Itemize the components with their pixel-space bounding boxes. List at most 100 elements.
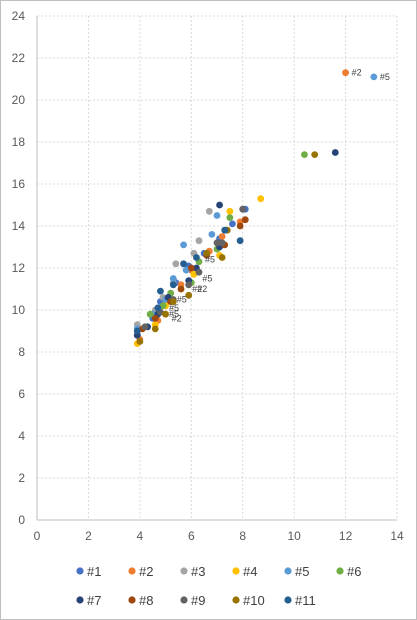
legend-item: #11 [284, 593, 316, 608]
data-point-series-8 [241, 216, 249, 224]
data-point-series-11 [193, 254, 200, 261]
data-point-series-8 [187, 264, 195, 272]
data-point-series-10 [311, 151, 319, 159]
y-tick-label: 12 [12, 261, 26, 275]
legend-item: #5 [284, 564, 309, 579]
data-point-series-7 [331, 149, 339, 156]
data-point-series-9 [185, 281, 193, 289]
point-label: #2 [192, 284, 202, 294]
data-point-series-3 [195, 237, 203, 245]
data-point-series-6 [301, 151, 308, 159]
data-point-series-2 [342, 69, 349, 77]
point-label: #5 [169, 303, 179, 313]
legend-marker [284, 596, 292, 604]
point-labels: #2 #5#5#5#2#2#5#5#5#2 [169, 68, 390, 324]
legend-item: #8 [128, 593, 153, 608]
legend-item: #2 [128, 564, 153, 579]
legend-marker [284, 567, 292, 575]
legend-label: #8 [139, 593, 153, 608]
y-tick-label: 24 [12, 9, 26, 23]
legend-label: #2 [139, 564, 153, 579]
legend-marker [180, 567, 188, 575]
legend-item: #10 [232, 593, 265, 608]
point-label: #5 [205, 255, 215, 265]
data-point-series-5 [169, 275, 177, 282]
legend-marker [336, 567, 344, 575]
legend-marker [128, 567, 136, 575]
x-tick-label: 10 [287, 529, 301, 543]
y-tick-label: 2 [18, 471, 25, 485]
legend-item: #1 [76, 564, 101, 579]
data-point-series-4 [190, 270, 198, 278]
legend-marker [180, 596, 188, 604]
y-tick-label: 20 [12, 93, 26, 107]
x-tick-label: 0 [34, 529, 41, 543]
data-point-series-10 [169, 298, 177, 305]
legend-label: #7 [87, 593, 101, 608]
y-tick-label: 14 [12, 219, 26, 233]
data-point-series-6 [146, 310, 154, 318]
data-point-series-1 [229, 220, 236, 228]
legend-marker [76, 567, 84, 575]
data-point-series-10 [162, 310, 169, 318]
legend-item: #9 [180, 593, 205, 608]
y-tick-label: 0 [18, 513, 25, 527]
point-label: #5 [202, 274, 212, 284]
legend-marker [128, 596, 136, 604]
point-label: #5 [380, 72, 390, 82]
data-point-series-6 [159, 302, 167, 310]
y-tick-label: 8 [18, 345, 25, 359]
data-point-series-5 [208, 231, 216, 238]
x-tick-label: 12 [339, 529, 353, 543]
legend-item: #3 [180, 564, 205, 579]
data-point-series-10 [151, 325, 159, 333]
data-point-series-11 [133, 327, 141, 335]
data-point-series-9 [141, 323, 149, 331]
data-point-series-3 [172, 260, 180, 268]
legend-label: #6 [347, 564, 361, 579]
data-point-series-4 [257, 195, 265, 203]
x-tick-label: 6 [188, 529, 195, 543]
legend-label: #11 [295, 593, 316, 608]
data-point-series-9 [213, 239, 221, 247]
legend-label: #9 [191, 593, 205, 608]
x-tick-label: 4 [137, 529, 144, 543]
data-point-series-5 [180, 241, 187, 249]
legend-marker [76, 596, 84, 604]
data-point-series-10 [218, 254, 226, 261]
y-tick-label: 6 [18, 387, 25, 401]
point-label: #5 [177, 295, 187, 305]
legend-item: #7 [76, 593, 101, 608]
legend-marker [232, 567, 240, 575]
x-tick-label: 14 [390, 529, 404, 543]
data-point-series-11 [236, 237, 244, 245]
y-tick-label: 10 [12, 303, 26, 317]
data-point-series-10 [136, 338, 144, 345]
data-point-series-5 [213, 212, 221, 219]
legend-label: #4 [243, 564, 257, 579]
y-tick-label: 16 [12, 177, 26, 191]
legend-item: #6 [336, 564, 361, 579]
gridlines [36, 15, 398, 521]
legend-label: #3 [191, 564, 205, 579]
x-tick-label: 8 [239, 529, 246, 543]
legend-item: #4 [232, 564, 257, 579]
data-point-series-11 [154, 304, 162, 312]
data-point-series-8 [177, 285, 185, 293]
data-point-series-5 [182, 266, 190, 274]
data-point-series-11 [157, 287, 164, 295]
y-tick-label: 22 [12, 51, 26, 65]
legend-label: #10 [243, 593, 265, 608]
data-point-series-10 [185, 291, 193, 299]
data-point-series-4 [226, 207, 234, 215]
data-point-series-3 [205, 207, 213, 215]
legend-label: #1 [87, 564, 101, 579]
data-point-series-8 [236, 222, 244, 230]
data-point-series-11 [180, 260, 187, 268]
data-point-series-7 [216, 201, 223, 209]
data-points [133, 69, 378, 347]
y-tick-label: 18 [12, 135, 26, 149]
data-point-series-2 [218, 233, 226, 240]
